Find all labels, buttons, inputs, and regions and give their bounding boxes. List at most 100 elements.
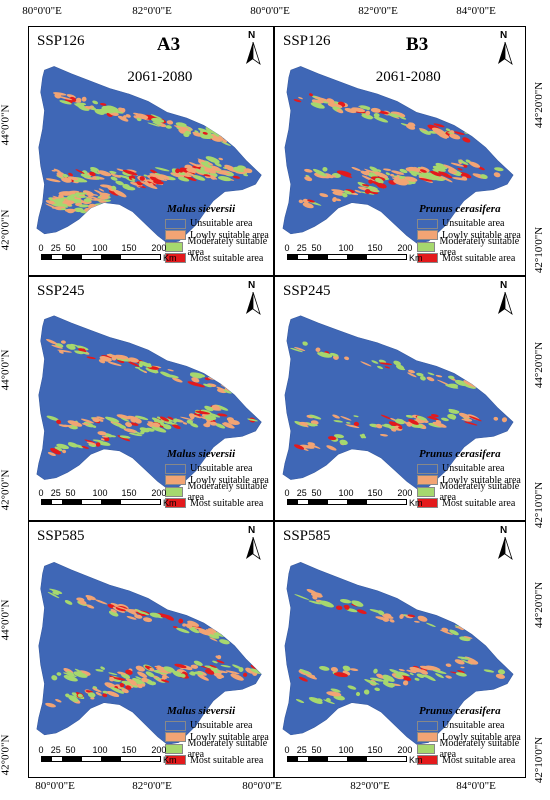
scale-bar: 0 25 50 100 150 200 Km bbox=[38, 243, 191, 263]
scale-tick-label: 100 bbox=[338, 745, 354, 755]
suitability-patch bbox=[129, 422, 139, 426]
suitability-patch bbox=[67, 176, 79, 181]
suitability-map bbox=[36, 562, 262, 745]
suitability-patch bbox=[122, 183, 131, 190]
suitability-patch bbox=[58, 424, 68, 428]
scale-tick-label: 50 bbox=[65, 745, 76, 755]
suitability-patch bbox=[339, 599, 352, 604]
suitability-patch bbox=[223, 422, 233, 427]
suitability-patch bbox=[447, 132, 454, 135]
suitability-patch bbox=[103, 436, 110, 442]
legend: Malus sieversii Unsuitable area Lowly suit… bbox=[165, 448, 273, 509]
suitability-patch bbox=[92, 100, 99, 105]
species-name: Malus sieversii bbox=[167, 203, 236, 215]
legend: Malus sieversii Unsuitable area Lowly suit… bbox=[165, 705, 273, 766]
suitability-patch bbox=[327, 102, 343, 109]
suitability-patch bbox=[495, 673, 506, 679]
suitability-patch bbox=[99, 184, 113, 188]
suitability-patch bbox=[359, 105, 371, 110]
suitability-patch bbox=[90, 198, 106, 201]
suitability-patch bbox=[351, 107, 366, 113]
suitability-patch bbox=[63, 672, 77, 677]
suitability-patch bbox=[114, 605, 127, 610]
suitability-patch bbox=[497, 669, 506, 675]
suitability-patch bbox=[409, 672, 414, 676]
suitability-patch bbox=[308, 696, 323, 704]
suitability-patch bbox=[151, 426, 167, 433]
suitability-patch bbox=[54, 446, 63, 452]
suitability-patch bbox=[336, 109, 344, 114]
suitability-patch bbox=[364, 170, 370, 176]
suitability-patch bbox=[173, 125, 189, 130]
suitability-patch bbox=[343, 190, 352, 195]
suitability-patch bbox=[368, 179, 373, 184]
suitability-patch bbox=[185, 623, 193, 629]
scale-unit: Km bbox=[163, 498, 177, 508]
suitability-patch bbox=[160, 371, 173, 378]
scale-unit: Km bbox=[163, 755, 177, 765]
suitability-patch bbox=[361, 184, 370, 187]
suitability-patch bbox=[363, 689, 370, 695]
x-tick-label: 80°0'0"E bbox=[35, 780, 75, 792]
suitability-patch bbox=[204, 415, 217, 421]
scale-bar-segments bbox=[287, 254, 407, 260]
suitability-patch bbox=[464, 421, 478, 426]
suitability-map bbox=[282, 562, 514, 745]
suitability-patch bbox=[390, 111, 406, 118]
suitability-patch bbox=[407, 372, 417, 378]
suitability-patch bbox=[81, 423, 90, 426]
suitability-patch bbox=[198, 628, 211, 636]
scale-tick-label: 200 bbox=[397, 488, 413, 498]
suitability-patch bbox=[65, 693, 70, 698]
suitability-patch bbox=[118, 424, 127, 429]
suitability-patch bbox=[210, 667, 216, 671]
scale-tick-label: 0 bbox=[38, 243, 44, 253]
suitability-patch bbox=[360, 361, 372, 367]
legend-label: Most suitable area bbox=[190, 497, 264, 509]
x-tick-label: 82°0'0"E bbox=[132, 5, 172, 17]
suitability-patch bbox=[167, 369, 174, 372]
scale-bar: 0 25 50 100 150 200 Km bbox=[38, 488, 191, 508]
suitability-patch bbox=[449, 384, 455, 389]
suitability-patch bbox=[406, 669, 417, 674]
period-label: 2061-2080 bbox=[375, 69, 441, 85]
suitability-patch bbox=[49, 588, 61, 593]
suitability-patch bbox=[191, 626, 196, 629]
suitability-patch bbox=[312, 168, 327, 177]
suitability-patch bbox=[385, 172, 391, 176]
suitability-patch bbox=[364, 678, 377, 686]
species-name: Prunus cerasifera bbox=[419, 203, 501, 215]
suitability-patch bbox=[439, 175, 453, 183]
suitability-patch bbox=[151, 117, 165, 123]
suitability-patch bbox=[87, 692, 96, 698]
legend-item: Moderately suitable area bbox=[165, 236, 273, 258]
suitability-patch bbox=[230, 673, 244, 681]
suitability-patch bbox=[366, 170, 375, 173]
suitability-patch bbox=[116, 358, 131, 362]
suitability-patch bbox=[245, 667, 255, 674]
suitability-patch bbox=[78, 348, 87, 353]
suitability-patch bbox=[86, 356, 96, 360]
suitability-patch bbox=[51, 675, 58, 681]
north-letter: N bbox=[500, 525, 508, 536]
suitability-patch bbox=[213, 673, 225, 679]
suitability-patch bbox=[152, 121, 162, 126]
scale-tick-label: 150 bbox=[367, 488, 383, 498]
suitability-patch bbox=[414, 620, 420, 623]
suitability-patch bbox=[335, 605, 343, 610]
suitability-patch bbox=[483, 669, 495, 673]
suitability-patch bbox=[302, 341, 308, 345]
legend-swatch bbox=[165, 498, 186, 509]
suitability-patch bbox=[85, 690, 93, 693]
suitability-patch bbox=[52, 591, 59, 595]
suitability-patch bbox=[86, 596, 93, 601]
suitability-patch bbox=[172, 377, 183, 383]
legend-item: Lowly suitable area bbox=[165, 475, 273, 487]
suitability-patch bbox=[353, 415, 359, 418]
legend-item: Moderately suitable area bbox=[417, 236, 525, 258]
legend-label: Moderately suitable area bbox=[187, 235, 268, 258]
suitability-patch bbox=[408, 419, 419, 425]
legend-swatch bbox=[165, 475, 186, 486]
suitability-patch bbox=[342, 665, 351, 672]
suitability-patch bbox=[302, 198, 309, 204]
